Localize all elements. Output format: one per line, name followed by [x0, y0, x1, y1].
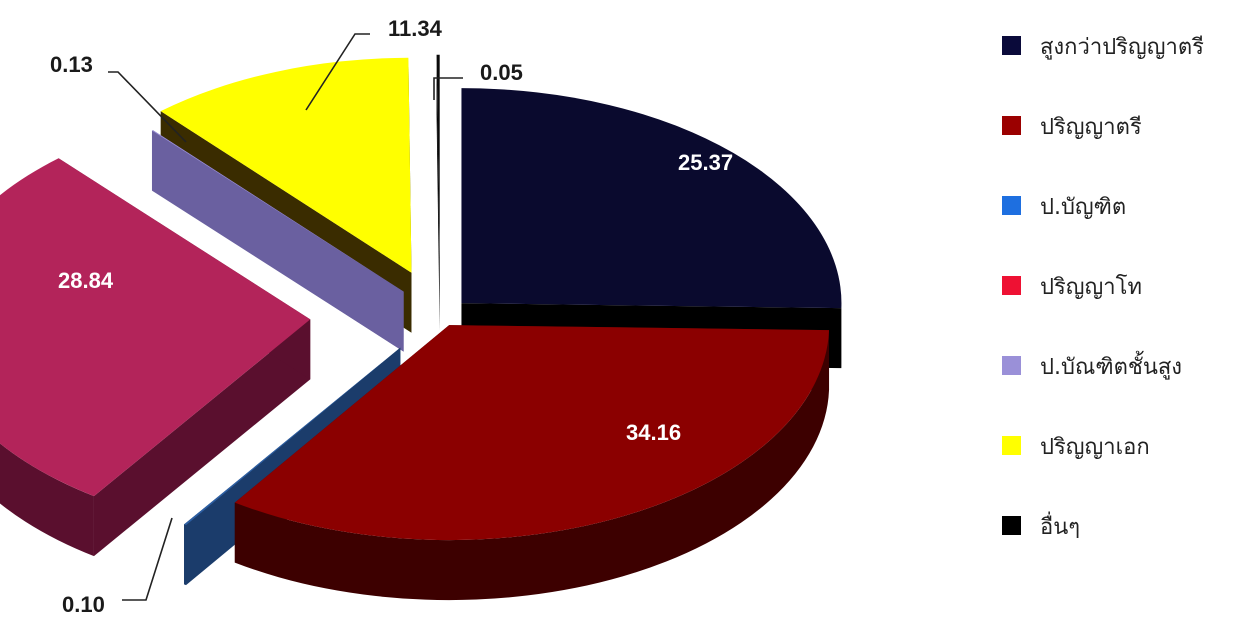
slice-2-top [234, 325, 830, 541]
legend-item: ป.บัญฑิต [1002, 195, 1126, 220]
slice-2-label: 34.16 [626, 420, 681, 445]
slice-5-label: 0.05 [480, 60, 523, 85]
legend-swatch [1002, 36, 1021, 55]
slice-7-label: 0.13 [50, 52, 93, 77]
slice-7 [436, 54, 440, 330]
slice-3-leader [122, 517, 173, 601]
slice-5-top [151, 130, 404, 292]
slice-1-top [461, 88, 842, 309]
slice-3-label: 0.10 [62, 592, 105, 617]
slice-3-side [184, 524, 187, 586]
slice-6-label: 11.34 [388, 16, 443, 41]
legend-label: สูงกว่าปริญญาตรี [1040, 35, 1204, 60]
slice-5-wall-2 [152, 130, 404, 352]
slice-7-wall-1 [436, 54, 440, 330]
leader-lines [108, 33, 463, 601]
slice-1-label: 25.37 [678, 150, 733, 175]
slice-3-top [184, 347, 401, 526]
legend-label: ป.บัญฑิต [1040, 195, 1126, 220]
slice-5 [151, 130, 404, 352]
legend-item: ป.บัณฑิตชั้นสูง [1002, 351, 1182, 380]
slice-6-leader [305, 33, 370, 111]
slice-4-top [0, 158, 311, 497]
slice-4-side [0, 443, 94, 557]
slice-2-side [234, 330, 830, 601]
legend-item: อื่นๆ [1002, 511, 1080, 540]
legend-label: ปริญญาโท [1040, 274, 1142, 300]
legend-item: ปริญญาเอก [1002, 435, 1150, 460]
slice-6-top [160, 57, 412, 273]
legend-label: อื่นๆ [1040, 511, 1080, 540]
legend-label: ป.บัณฑิตชั้นสูง [1040, 351, 1182, 380]
legend-swatch [1002, 196, 1021, 215]
legend-swatch [1002, 276, 1021, 295]
slice-4-label: 28.84 [58, 268, 114, 293]
pie-slices [0, 54, 842, 601]
legend-item: สูงกว่าปริญญาตรี [1002, 35, 1204, 60]
legend-swatch [1002, 356, 1021, 375]
legend-swatch [1002, 116, 1021, 135]
slice-2 [234, 325, 830, 601]
slice-7-top [436, 54, 440, 270]
legend-swatch [1002, 436, 1021, 455]
data-labels: 25.37 34.16 0.10 28.84 0.05 11.34 0.13 [50, 16, 733, 617]
legend-swatch [1002, 516, 1021, 535]
legend-label: ปริญญาเอก [1040, 435, 1150, 460]
legend-item: ปริญญาตรี [1002, 115, 1142, 140]
legend: สูงกว่าปริญญาตรีปริญญาตรีป.บัญฑิตปริญญาโ… [1002, 35, 1204, 540]
slice-7-leader [108, 71, 187, 143]
legend-label: ปริญญาตรี [1040, 115, 1142, 140]
slice-4 [0, 158, 311, 557]
slice-5-leader [433, 77, 463, 100]
legend-item: ปริญญาโท [1002, 274, 1142, 300]
slice-4-wall-1 [93, 319, 311, 557]
